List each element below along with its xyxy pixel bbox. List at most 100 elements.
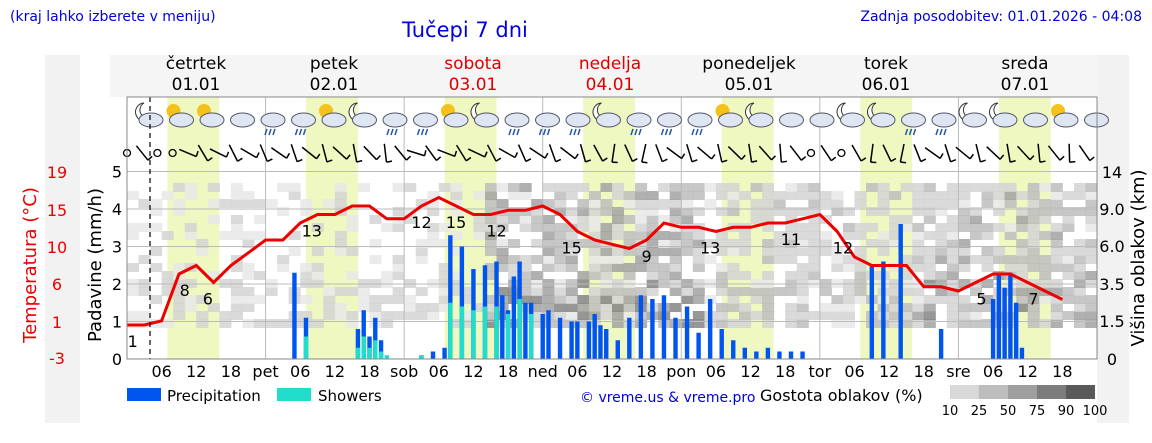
cloud-cell [161, 287, 174, 296]
cloud-cell [519, 287, 532, 296]
cloud-cell [1027, 199, 1040, 208]
barb-shaft [560, 146, 576, 160]
cloud-cell [1027, 303, 1040, 312]
cloud-cell [230, 295, 243, 304]
cloud-cell [288, 183, 301, 192]
cloud-cell [750, 215, 763, 224]
cloud-cell [623, 271, 636, 280]
cloud-cell [692, 311, 705, 320]
cloud-cell [993, 207, 1006, 216]
cloud-cell [438, 239, 451, 248]
cloud-cell [484, 207, 498, 216]
cloud-cell [704, 255, 717, 264]
cloud-cell [138, 287, 151, 296]
wind-barb-icon [1047, 145, 1065, 161]
cloud-cell [334, 239, 347, 248]
cloud-cell [484, 303, 498, 312]
cloud-cell [369, 239, 382, 248]
cloud-cell [450, 207, 463, 216]
barb-shaft [548, 144, 557, 162]
cloud-cell [242, 295, 255, 304]
cloud-cell [415, 239, 428, 248]
wind-barb-icon [290, 144, 303, 163]
precipitation-bar [378, 340, 384, 359]
cloud-cell [1016, 295, 1029, 304]
wind-barb-icon [406, 149, 427, 157]
wind-barb-icon [1017, 145, 1035, 161]
cloud-cell [450, 191, 463, 200]
cloud-cell [150, 295, 163, 304]
precipitation-bar [569, 321, 574, 359]
rain-cloud-icon [626, 112, 652, 136]
cloud-cell [854, 223, 867, 232]
cloud-icon [870, 112, 896, 128]
cloud-cell [323, 199, 336, 208]
cloud-height-tick-label: 3.5 [1099, 275, 1124, 294]
cloud-cell [1085, 223, 1098, 232]
cloud-cell [831, 263, 844, 272]
cloud-cell [1062, 247, 1075, 256]
cloud-cell [669, 199, 682, 208]
cloud-cell [923, 199, 936, 208]
cloud-cell [150, 223, 163, 232]
cloud-cell [392, 207, 405, 216]
cloud-cell [1039, 207, 1052, 216]
cloud-cell [369, 295, 382, 304]
cloud-cell [958, 255, 971, 264]
cloud-cell [508, 239, 521, 248]
cloud-cell [842, 207, 855, 216]
cloud-cell [588, 271, 601, 280]
cloud-cell [242, 271, 255, 280]
cloud-cell [484, 271, 498, 280]
barb-flag [544, 152, 549, 159]
cloud-cell [993, 247, 1006, 256]
rain-drop [390, 128, 394, 136]
cloud-cell [669, 287, 682, 296]
precipitation-bar [292, 272, 297, 359]
cloud-cell [808, 311, 821, 320]
cloud-cell [773, 199, 786, 208]
cloud-cell [785, 207, 798, 216]
day-date: 07.01 [1001, 75, 1050, 95]
cloud-cell [161, 271, 174, 280]
cloud-cell [669, 239, 682, 248]
precipitation-bar [592, 314, 597, 359]
cloud-cell [785, 271, 798, 280]
cloud-cell [958, 263, 971, 272]
cloud-cell [230, 231, 243, 240]
cloud-cell [842, 319, 855, 328]
cloud-cell [323, 311, 336, 320]
precip-tick-label: 4 [112, 200, 122, 219]
cloud-cell [415, 287, 428, 296]
cloud-cell [692, 239, 705, 248]
cloud-icon [779, 112, 804, 128]
cloud-cell [427, 207, 440, 216]
temperature-data-label: 13 [700, 239, 720, 258]
wind-barb-icon [437, 148, 458, 158]
cloud-cell [912, 199, 925, 208]
moon-cloud-icon [348, 102, 377, 128]
cloud-icon [687, 112, 713, 128]
cloud-cell [173, 183, 186, 192]
cloud-cell [600, 271, 613, 280]
cloud-cell [565, 311, 578, 320]
cloud-cell [450, 199, 463, 208]
cloud-cell [796, 271, 809, 280]
cloud-cell [427, 311, 440, 320]
precipitation-bar [459, 246, 465, 359]
barb-shaft [406, 149, 425, 157]
cloud-cell [842, 263, 855, 272]
precipitation-bar [430, 351, 436, 359]
rain-drop [302, 128, 307, 136]
cloud-cell [565, 207, 578, 216]
barb-shaft [686, 143, 693, 163]
location-hint: (kraj lahko izberete v meniju) [10, 9, 216, 25]
cloud-cell [542, 215, 555, 224]
wind-barb-icon [394, 145, 412, 161]
credit-link[interactable]: © vreme.us & vreme.pro [580, 390, 755, 406]
cloud-cell [773, 247, 786, 256]
cloud-cell [819, 303, 832, 312]
cloud-cell [958, 319, 971, 328]
cloud-cell [254, 199, 267, 208]
rain-drop [298, 128, 303, 136]
